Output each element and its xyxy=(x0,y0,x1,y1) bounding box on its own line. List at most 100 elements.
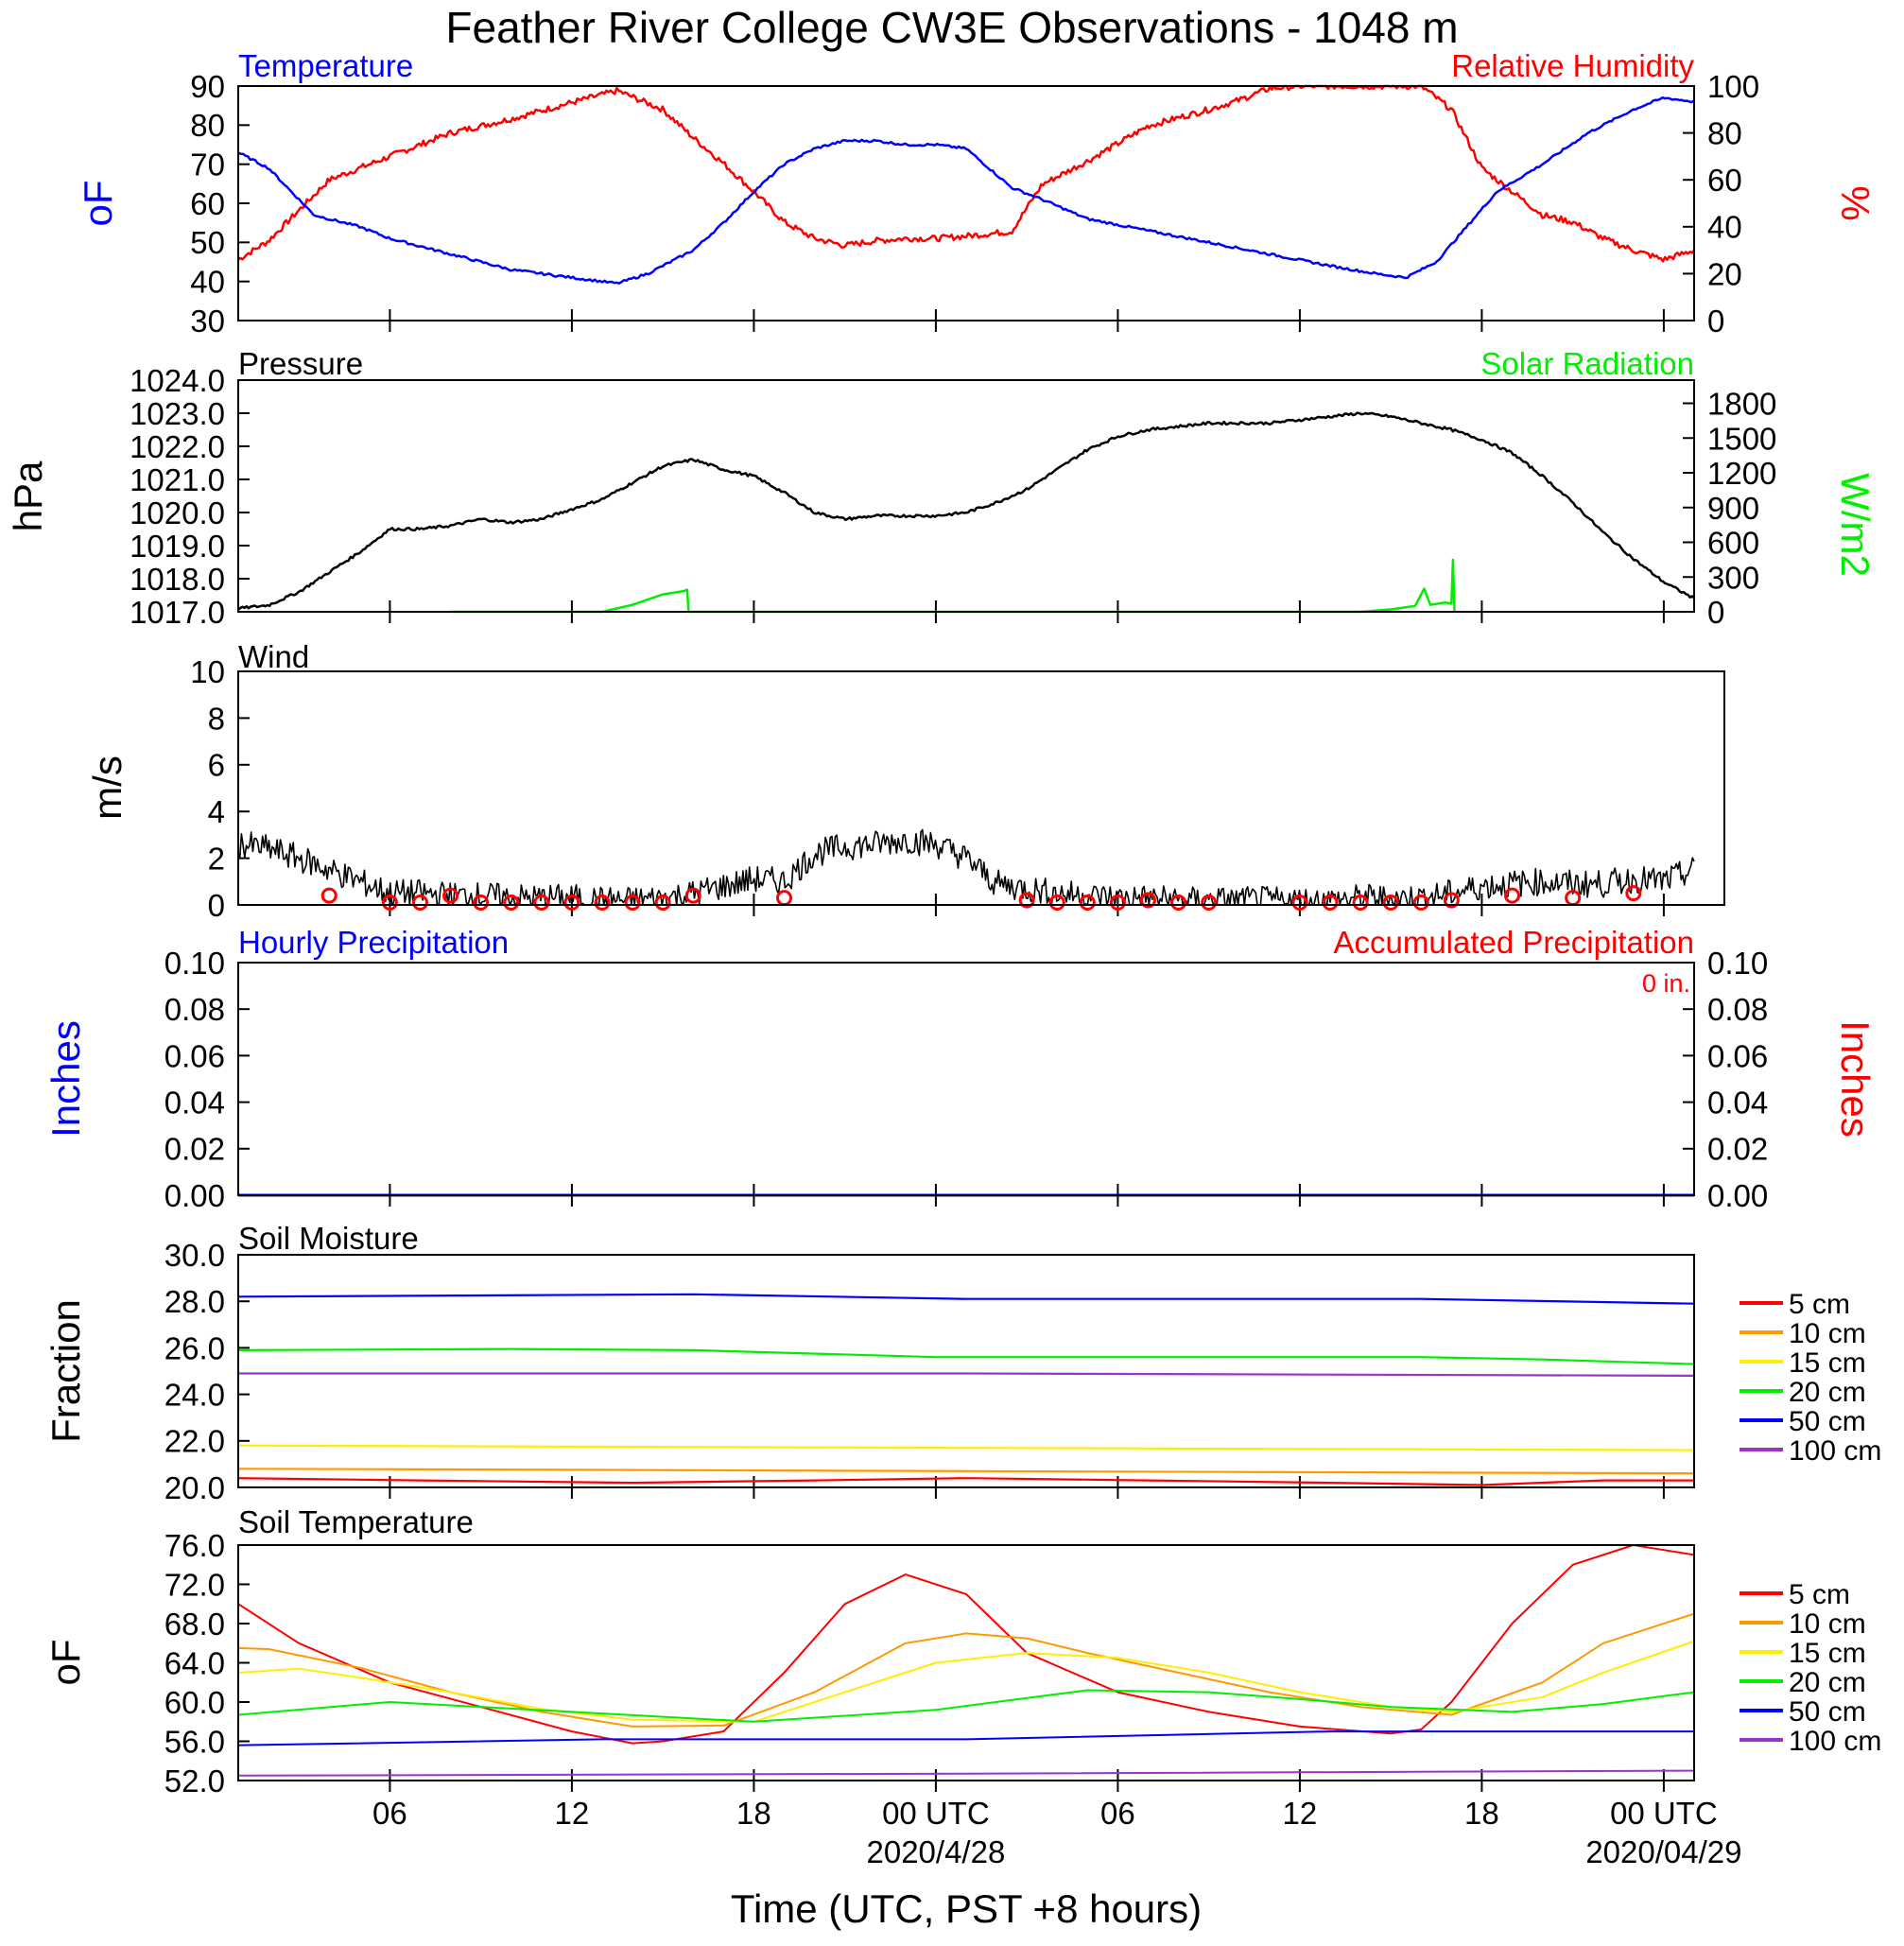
tick-label: 24.0 xyxy=(164,1377,225,1412)
tick-label: 68.0 xyxy=(164,1607,225,1642)
tick-label: 8 xyxy=(208,701,225,736)
accum-precip-value: 0 in. xyxy=(1642,969,1690,998)
x-date-label: 2020/4/28 xyxy=(867,1834,1006,1869)
tick-label: 0.10 xyxy=(164,946,225,981)
legend-label: 15 cm xyxy=(1789,1347,1866,1379)
legend-label: 5 cm xyxy=(1789,1579,1850,1610)
tick-label: 76.0 xyxy=(164,1528,225,1563)
wind-direction-marker xyxy=(1018,892,1035,909)
wind-direction-marker xyxy=(1382,895,1399,912)
temp-rh-panel: Temperature Relative Humidity 90 80 70 60 50… xyxy=(76,48,1878,339)
x-tick-label: 06 xyxy=(372,1796,407,1831)
accum-precip-title: Accumulated Precipitation xyxy=(1333,925,1694,960)
soil-temp-title: Soil Temperature xyxy=(238,1504,474,1539)
pressure-tick-labels: 1024.01023.01022.01021.01020.01019.01018… xyxy=(130,363,1776,630)
tick-label: 90 xyxy=(190,69,225,104)
accum-precip-unit-label: Inches xyxy=(1833,1020,1878,1138)
temp-rh-tick-labels: 90 80 70 60 50 40 30 100 80 60 40 20 0 xyxy=(190,69,1759,339)
wind-direction-marker xyxy=(320,887,338,904)
tick-label: 0 xyxy=(1707,304,1724,339)
tick-label: 1023.0 xyxy=(130,396,225,431)
soil-moisture-series xyxy=(237,1293,1695,1486)
tick-label: 0.06 xyxy=(1707,1038,1768,1073)
tick-label: 30 xyxy=(190,304,225,339)
tick-label: 56.0 xyxy=(164,1724,225,1759)
wind-direction-marker xyxy=(1625,885,1642,902)
wind-direction-marker xyxy=(1291,895,1308,912)
tick-label: 40 xyxy=(1707,210,1742,245)
x-tick-label: 12 xyxy=(1283,1796,1318,1831)
tick-label: 0.06 xyxy=(164,1038,225,1073)
tick-label: 1500 xyxy=(1707,421,1776,456)
wind-direction-marker xyxy=(1079,895,1096,912)
series-line-100-cm xyxy=(238,1372,1695,1377)
wind-series xyxy=(237,828,1695,912)
x-tick-label: 18 xyxy=(1464,1796,1499,1831)
temperature-title: Temperature xyxy=(238,48,413,83)
soil-moisture-plot-frame xyxy=(237,1254,1695,1488)
x-tick-label: 06 xyxy=(1100,1796,1135,1831)
wind-direction-marker xyxy=(412,895,428,912)
tick-label: 60 xyxy=(190,186,225,221)
tick-label: 0.00 xyxy=(164,1178,225,1213)
temp-rh-series xyxy=(237,84,1695,285)
pressure-title: Pressure xyxy=(238,346,363,381)
tick-label: 10 xyxy=(190,654,225,689)
temp-unit-label: oF xyxy=(76,180,120,226)
series-line-10-cm xyxy=(237,1468,1695,1475)
tick-label: 0.00 xyxy=(1707,1178,1768,1213)
tick-label: 30.0 xyxy=(164,1238,225,1273)
x-tick-label: 12 xyxy=(555,1796,590,1831)
wind-plot-frame xyxy=(237,670,1725,906)
tick-label: 0 xyxy=(1707,595,1724,630)
wind-tick-labels: 10 8 6 4 2 0 xyxy=(190,654,1665,923)
wind-direction-marker xyxy=(1048,895,1065,912)
series-line-50-cm xyxy=(237,1293,1695,1305)
tick-label: 60 xyxy=(1707,163,1742,198)
tick-label: 1020.0 xyxy=(130,495,225,530)
wind-unit-label: m/s xyxy=(85,756,130,820)
wind-direction-marker xyxy=(1352,895,1369,912)
wind-direction-marker xyxy=(1140,892,1156,909)
x-axis-label: Time (UTC, PST +8 hours) xyxy=(731,1886,1202,1931)
series-line-relative-humidity xyxy=(237,84,1695,263)
wind-direction-marker xyxy=(1504,887,1520,904)
x-tick-label: 00 UTC xyxy=(1610,1796,1718,1831)
legend-label: 15 cm xyxy=(1789,1638,1866,1669)
legend-label: 5 cm xyxy=(1789,1289,1850,1320)
soil-temp-panel: Soil Temperature 76.0 72.0 68.064.0 60.0 56.… xyxy=(43,1504,1881,1798)
wind-direction-marker xyxy=(473,895,490,912)
series-line-pressure xyxy=(237,411,1695,611)
humidity-unit-label: % xyxy=(1833,185,1878,220)
tick-label: 60.0 xyxy=(164,1685,225,1720)
tick-label: 0.04 xyxy=(164,1085,225,1120)
tick-label: 0.08 xyxy=(1707,992,1768,1027)
tick-label: 1017.0 xyxy=(130,595,225,630)
tick-label: 1024.0 xyxy=(130,363,225,398)
tick-label: 20 xyxy=(1707,256,1742,291)
tick-label: 2 xyxy=(208,841,225,876)
wind-direction-marker xyxy=(533,895,550,912)
pressure-unit-label: hPa xyxy=(6,460,50,531)
tick-label: 72.0 xyxy=(164,1567,225,1602)
tick-label: 70 xyxy=(190,148,225,182)
wind-direction-marker xyxy=(1412,895,1429,912)
wind-direction-marker xyxy=(1443,892,1460,909)
tick-label: 0.10 xyxy=(1707,946,1768,981)
soil-moisture-panel: Soil Moisture 30.0 28.0 26.0 24.0 22.0 20.0 F… xyxy=(43,1221,1881,1505)
legend-label: 20 cm xyxy=(1789,1377,1866,1408)
wind-panel: Wind 10 8 6 4 2 0 m/s xyxy=(85,639,1725,923)
pressure-panel: Pressure Solar Radiation 1024.01023.0102… xyxy=(6,346,1878,630)
series-line-5-cm xyxy=(237,1544,1695,1745)
legend-label: 100 cm xyxy=(1789,1435,1881,1467)
solar-title: Solar Radiation xyxy=(1480,346,1694,381)
wind-direction-marker xyxy=(594,895,611,912)
tick-label: 1022.0 xyxy=(130,429,225,464)
legend-label: 20 cm xyxy=(1789,1667,1866,1698)
tick-label: 28.0 xyxy=(164,1284,225,1319)
tick-label: 20.0 xyxy=(164,1470,225,1505)
legend-label: 50 cm xyxy=(1789,1696,1866,1728)
x-tick-label: 18 xyxy=(736,1796,771,1831)
